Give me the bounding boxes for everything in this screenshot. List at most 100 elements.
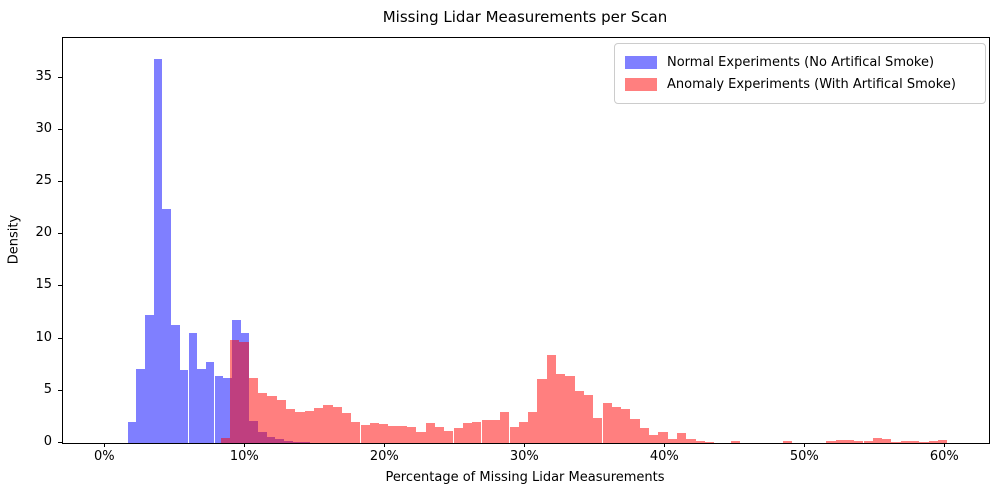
x-tick-mark bbox=[944, 443, 946, 447]
y-tick-label: 5 bbox=[43, 381, 52, 397]
x-tick-mark bbox=[104, 443, 106, 447]
histogram-bar-anomaly bbox=[537, 379, 547, 443]
histogram-bar-anomaly bbox=[844, 440, 855, 443]
histogram-bar-anomaly bbox=[826, 440, 836, 443]
x-tick-label: 50% bbox=[789, 449, 819, 464]
chart-title: Missing Lidar Measurements per Scan bbox=[382, 8, 668, 26]
histogram-bar-anomaly bbox=[574, 390, 584, 443]
histogram-bar-anomaly bbox=[509, 427, 519, 443]
histogram-bar-anomaly bbox=[677, 432, 687, 443]
histogram-bar-anomaly bbox=[416, 431, 426, 443]
histogram-bar-anomaly bbox=[621, 408, 631, 443]
histogram-bar-anomaly bbox=[239, 341, 249, 443]
histogram-bar-anomaly bbox=[556, 374, 566, 443]
x-tick-label: 10% bbox=[229, 449, 259, 464]
histogram-bar-anomaly bbox=[919, 442, 929, 443]
histogram-bar-anomaly bbox=[286, 408, 296, 443]
histogram-bar-anomaly bbox=[565, 376, 575, 443]
histogram-bar-anomaly bbox=[891, 442, 901, 443]
histogram-bar-anomaly bbox=[295, 411, 305, 443]
histogram-bar-anomaly bbox=[220, 437, 231, 443]
y-tick-mark bbox=[58, 337, 62, 339]
x-tick-label: 60% bbox=[929, 449, 959, 464]
histogram-bar-anomaly bbox=[630, 419, 640, 443]
histogram-bar-anomaly bbox=[500, 411, 510, 443]
histogram-bar-anomaly bbox=[528, 411, 538, 443]
histogram-bar-anomaly bbox=[854, 440, 864, 443]
y-tick-label: 15 bbox=[35, 277, 52, 293]
histogram-bar-anomaly bbox=[782, 441, 793, 443]
histogram-bar-anomaly bbox=[900, 440, 911, 443]
histogram-bar-anomaly bbox=[490, 419, 501, 443]
histogram-bar-anomaly bbox=[276, 400, 286, 443]
legend-swatch-normal-icon bbox=[625, 55, 657, 69]
y-tick-mark bbox=[58, 442, 62, 443]
histogram-bar-anomaly bbox=[248, 378, 259, 443]
histogram-bar-anomaly bbox=[910, 440, 920, 443]
x-tick-mark bbox=[384, 443, 386, 447]
x-tick-mark bbox=[664, 443, 666, 447]
histogram-bar-anomaly bbox=[704, 442, 715, 443]
histogram-bar-anomaly bbox=[230, 339, 240, 443]
histogram-bar-anomaly bbox=[360, 424, 370, 443]
histogram-bar-anomaly bbox=[462, 423, 473, 443]
histogram-bar-anomaly bbox=[304, 410, 314, 443]
histogram-bar-anomaly bbox=[872, 438, 883, 443]
histogram-bar-anomaly bbox=[444, 430, 454, 443]
histogram-bar-anomaly bbox=[611, 406, 622, 443]
legend-label-normal: Normal Experiments (No Artifical Smoke) bbox=[667, 54, 935, 70]
histogram-bar-normal bbox=[223, 378, 232, 443]
histogram-bar-normal bbox=[205, 361, 215, 443]
histogram-bar-anomaly bbox=[397, 425, 408, 443]
y-axis-label: Density bbox=[6, 214, 22, 265]
histogram-bar-normal bbox=[127, 422, 137, 443]
histogram-bar-normal bbox=[162, 209, 172, 443]
histogram-bar-anomaly bbox=[267, 396, 277, 443]
legend-item-normal: Normal Experiments (No Artifical Smoke) bbox=[625, 51, 975, 73]
histogram-bar-anomaly bbox=[341, 412, 352, 443]
histogram-bar-anomaly bbox=[258, 392, 268, 443]
y-tick-label: 10 bbox=[35, 329, 52, 345]
histogram-bar-anomaly bbox=[584, 395, 594, 443]
histogram-bar-anomaly bbox=[686, 439, 696, 443]
y-tick-mark bbox=[58, 285, 62, 287]
histogram-bar-anomaly bbox=[863, 441, 873, 443]
histogram-bar-anomaly bbox=[435, 427, 445, 443]
y-tick-label: 30 bbox=[35, 120, 52, 136]
histogram-bar-anomaly bbox=[388, 426, 398, 443]
histogram-bar-anomaly bbox=[369, 423, 380, 443]
x-tick-label: 20% bbox=[369, 449, 399, 464]
histogram-bar-anomaly bbox=[323, 405, 333, 443]
y-tick-label: 25 bbox=[35, 173, 52, 188]
y-tick-label: 20 bbox=[35, 225, 52, 241]
histogram-bar-anomaly bbox=[602, 403, 612, 443]
y-tick-mark bbox=[58, 233, 62, 235]
legend-label-anomaly: Anomaly Experiments (With Artifical Smok… bbox=[667, 76, 956, 92]
y-tick-mark bbox=[58, 76, 62, 78]
histogram-bar-anomaly bbox=[938, 439, 948, 443]
histogram-bar-anomaly bbox=[546, 355, 556, 443]
plot-area bbox=[62, 37, 990, 444]
x-tick-label: 30% bbox=[509, 449, 539, 464]
histogram-bar-anomaly bbox=[649, 434, 659, 443]
histogram-bar-normal bbox=[145, 314, 154, 443]
y-tick-label: 0 bbox=[43, 434, 52, 449]
histogram-bar-anomaly bbox=[407, 427, 417, 443]
histogram-bar-anomaly bbox=[425, 423, 435, 443]
histogram-bar-anomaly bbox=[379, 423, 389, 443]
histogram-bar-normal bbox=[214, 376, 224, 443]
histogram-bar-normal bbox=[179, 369, 189, 443]
y-tick-mark bbox=[58, 181, 62, 182]
histogram-bar-anomaly bbox=[518, 422, 528, 443]
y-tick-mark bbox=[58, 389, 62, 391]
x-tick-label: 0% bbox=[93, 449, 115, 464]
histogram-bar-anomaly bbox=[453, 428, 463, 443]
histogram-bar-anomaly bbox=[351, 422, 361, 443]
legend-item-anomaly: Anomaly Experiments (With Artifical Smok… bbox=[625, 73, 975, 95]
x-tick-mark bbox=[804, 443, 806, 447]
x-axis-label: Percentage of Missing Lidar Measurements bbox=[385, 470, 665, 485]
histogram-bar-anomaly bbox=[481, 419, 491, 443]
x-tick-mark bbox=[524, 443, 526, 447]
histogram-bar-anomaly bbox=[313, 407, 324, 443]
histogram-bar-anomaly bbox=[332, 406, 342, 443]
